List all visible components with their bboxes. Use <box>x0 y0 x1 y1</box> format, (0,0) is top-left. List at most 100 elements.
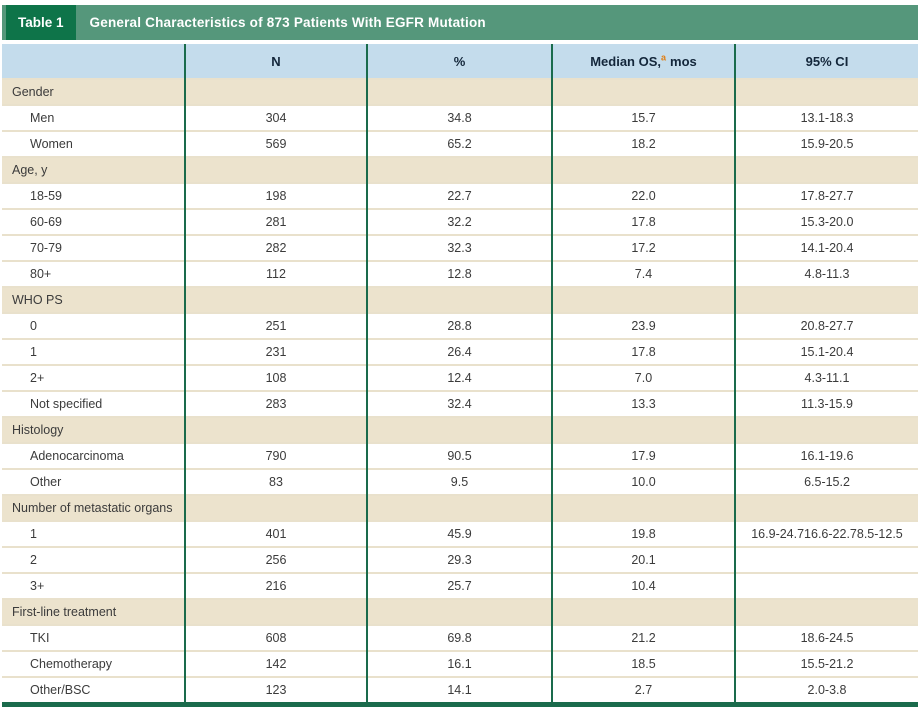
os-cell: 15.7 <box>551 105 735 131</box>
pct-cell <box>366 157 552 183</box>
section-header-row: Age, y <box>2 157 918 183</box>
row-label-cell: Other/BSC <box>30 683 91 697</box>
section-label-cell: Age, y <box>2 157 185 183</box>
row-label-cell: 1 <box>30 345 37 359</box>
table-row: 2 256 29.3 20.1 <box>2 547 918 573</box>
ci-cell: 20.8-27.7 <box>734 313 918 339</box>
n-cell: 123 <box>184 677 367 705</box>
ci-cell <box>734 417 918 443</box>
ci-cell <box>734 599 918 625</box>
n-cell: 569 <box>184 131 367 157</box>
header-pct-column: % <box>366 44 552 79</box>
pct-cell <box>366 287 552 313</box>
section-header-row: WHO PS <box>2 287 918 313</box>
row-label-cell: Other <box>30 475 62 489</box>
n-cell: 608 <box>184 625 367 651</box>
os-cell: 13.3 <box>551 391 735 417</box>
table-row: 2+ 108 12.4 7.0 4.3-11.1 <box>2 365 918 391</box>
ci-cell <box>734 157 918 183</box>
ci-cell <box>734 547 918 573</box>
section-header-row: Number of metastatic organs <box>2 495 918 521</box>
os-cell: 18.2 <box>551 131 735 157</box>
table-row: 60-69 281 32.2 17.8 15.3-20.0 <box>2 209 918 235</box>
table-row: TKI 608 69.8 21.2 18.6-24.5 <box>2 625 918 651</box>
row-label-cell: 60-69 <box>30 215 62 229</box>
pct-cell: 90.5 <box>366 443 552 469</box>
pct-cell: 32.4 <box>366 391 552 417</box>
table-number-tag: Table 1 <box>6 5 76 40</box>
os-cell: 2.7 <box>551 677 735 705</box>
row-label-cell: 3+ <box>30 579 45 593</box>
median-os-units: mos <box>670 53 697 69</box>
header-median-os-column: Median OS,a mos <box>551 44 735 79</box>
section-label-cell: Histology <box>2 417 185 443</box>
pct-cell: 29.3 <box>366 547 552 573</box>
section-header-row: Histology <box>2 417 918 443</box>
ci-cell: 15.1-20.4 <box>734 339 918 365</box>
os-cell: 20.1 <box>551 547 735 573</box>
os-cell <box>551 287 735 313</box>
table-row: 80+ 112 12.8 7.4 4.8-11.3 <box>2 261 918 287</box>
os-cell <box>551 495 735 521</box>
n-cell: 304 <box>184 105 367 131</box>
table-row: Not specified 283 32.4 13.3 11.3-15.9 <box>2 391 918 417</box>
row-label-cell: 1 <box>30 527 37 541</box>
os-cell: 22.0 <box>551 183 735 209</box>
n-cell <box>184 599 367 625</box>
table-row: 0 251 28.8 23.9 20.8-27.7 <box>2 313 918 339</box>
row-label-cell: 70-79 <box>30 241 62 255</box>
ci-cell: 16.1-19.6 <box>734 443 918 469</box>
os-cell: 17.8 <box>551 209 735 235</box>
row-label-cell: Men <box>30 111 55 125</box>
ci-cell <box>734 573 918 599</box>
n-cell: 790 <box>184 443 367 469</box>
section-header-row: First-line treatment <box>2 599 918 625</box>
table-row: Other/BSC 123 14.1 2.7 2.0-3.8 <box>2 677 918 705</box>
ci-cell: 13.1-18.3 <box>734 105 918 131</box>
patient-characteristics-table: N % Median OS,a mos 95% CI Gender Men 304 34… <box>2 44 918 707</box>
n-cell: 283 <box>184 391 367 417</box>
pct-cell: 9.5 <box>366 469 552 495</box>
ci-cell: 14.1-20.4 <box>734 235 918 261</box>
section-label-cell: Gender <box>2 79 185 105</box>
os-cell: 10.0 <box>551 469 735 495</box>
os-cell <box>551 79 735 105</box>
os-cell: 17.2 <box>551 235 735 261</box>
section-label-cell: WHO PS <box>2 287 185 313</box>
ci-cell <box>734 495 918 521</box>
pct-cell: 34.8 <box>366 105 552 131</box>
ci-cell <box>734 79 918 105</box>
ci-cell: 11.3-15.9 <box>734 391 918 417</box>
header-label-column <box>2 44 185 79</box>
pct-cell <box>366 495 552 521</box>
row-label-cell: 2+ <box>30 371 45 385</box>
header-ci-column: 95% CI <box>734 44 918 79</box>
os-cell: 7.0 <box>551 365 735 391</box>
table-row: Women 569 65.2 18.2 15.9-20.5 <box>2 131 918 157</box>
n-cell: 108 <box>184 365 367 391</box>
pct-cell: 65.2 <box>366 131 552 157</box>
n-cell <box>184 79 367 105</box>
header-n-column: N <box>184 44 367 79</box>
ci-cell: 2.0-3.8 <box>734 677 918 705</box>
header-row: N % Median OS,a mos 95% CI <box>2 44 918 79</box>
ci-cell: 4.8-11.3 <box>734 261 918 287</box>
n-cell: 281 <box>184 209 367 235</box>
n-cell: 231 <box>184 339 367 365</box>
n-cell <box>184 287 367 313</box>
row-label-cell: 0 <box>30 319 37 333</box>
os-cell <box>551 157 735 183</box>
n-cell: 142 <box>184 651 367 677</box>
n-cell <box>184 157 367 183</box>
median-os-label: Median OS, <box>590 53 662 69</box>
row-label-cell: 2 <box>30 553 37 567</box>
n-cell <box>184 495 367 521</box>
pct-cell: 16.1 <box>366 651 552 677</box>
table-body: Gender Men 304 34.8 15.7 13.1-18.3 Women 569 65.… <box>2 79 918 705</box>
pct-cell: 14.1 <box>366 677 552 705</box>
row-label-cell: Chemotherapy <box>30 657 112 671</box>
pct-cell: 22.7 <box>366 183 552 209</box>
ci-cell: 4.3-11.1 <box>734 365 918 391</box>
table-row: Men 304 34.8 15.7 13.1-18.3 <box>2 105 918 131</box>
section-label-cell: First-line treatment <box>2 599 185 625</box>
